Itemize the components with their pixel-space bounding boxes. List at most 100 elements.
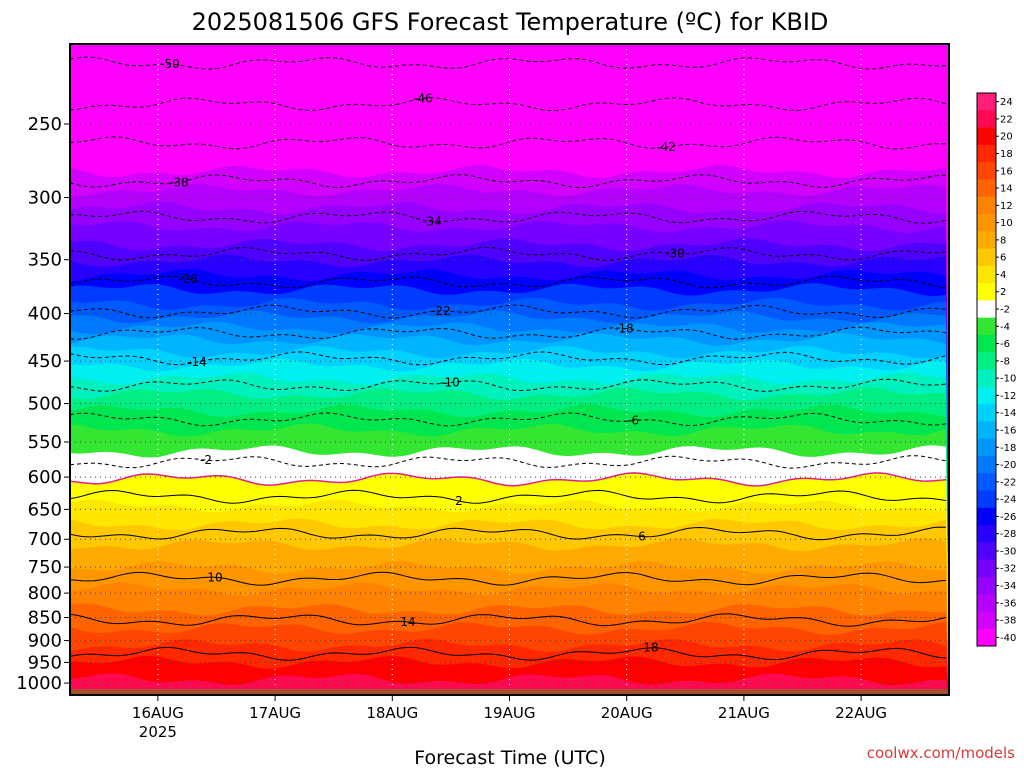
isotherm-line (70, 351, 947, 366)
y-tick-label: 1000 (16, 673, 62, 694)
colorbar-label: -4 (1000, 322, 1010, 333)
isotherm-label: 18 (643, 641, 658, 655)
isotherm-line (70, 97, 947, 112)
y-tick-label: 650 (28, 499, 62, 520)
colorbar-label: -32 (1000, 564, 1016, 575)
colorbar-swatch (977, 421, 996, 440)
y-tick-label: 450 (28, 351, 62, 372)
colorbar-label: 16 (1000, 166, 1013, 177)
colorbar-label: 6 (1000, 253, 1006, 264)
colorbar-swatch (977, 525, 996, 543)
colorbar-label: -2 (1000, 305, 1010, 316)
isotherm-line (70, 646, 947, 661)
isotherm-line (70, 613, 947, 627)
freezing-line (70, 472, 947, 487)
colorbar-swatch (977, 162, 996, 180)
y-tick-label: 800 (28, 583, 62, 604)
colorbar-label: 10 (1000, 218, 1013, 229)
isotherm-label: -22 (431, 304, 451, 318)
chart-title: 2025081506 GFS Forecast Temperature (ºC)… (192, 8, 829, 36)
isotherm-label: -38 (169, 175, 189, 189)
y-tick-label: 850 (28, 608, 62, 629)
colorbar-label: -36 (1000, 598, 1016, 609)
y-axis: 2503003504004505005506006507007508008509… (16, 114, 70, 694)
colorbar-swatch (977, 473, 996, 491)
colorbar-swatch (977, 110, 996, 129)
y-tick-label: 700 (28, 529, 62, 550)
colorbar-label: -12 (1000, 391, 1016, 402)
colorbar-label: -34 (1000, 581, 1016, 592)
isotherm-line (70, 247, 947, 261)
temperature-bands (70, 44, 949, 695)
colorbar-swatch (977, 542, 996, 561)
isotherm-label: -14 (187, 355, 207, 369)
isotherm-label: -26 (178, 272, 198, 286)
colorbar-label: -28 (1000, 529, 1016, 540)
colorbar-swatch (977, 265, 996, 284)
colorbar-swatch (977, 179, 996, 198)
colorbar-swatch (977, 231, 996, 250)
isotherm-label: -18 (614, 321, 634, 335)
colorbar-frame (976, 92, 997, 647)
colorbar-swatch (977, 628, 996, 647)
colorbar-swatch (977, 438, 996, 457)
colorbar-swatch (977, 404, 996, 422)
isotherm-label: -42 (656, 140, 676, 154)
isotherm-line (70, 304, 947, 319)
x-tick-label: 21AUG (718, 704, 770, 722)
y-tick-label: 750 (28, 557, 62, 578)
colorbar-swatch (977, 576, 996, 595)
isotherm-line (70, 174, 947, 189)
colorbar-label: -6 (1000, 339, 1010, 350)
ground-surface (70, 689, 949, 695)
isotherm-label: 2 (455, 494, 463, 508)
colorbar-swatch (977, 490, 996, 509)
colorbar-swatch (977, 369, 996, 388)
y-tick-label: 350 (28, 250, 62, 271)
colorbar-swatch (977, 248, 996, 267)
colorbar-swatch (977, 144, 996, 163)
colorbar-swatch (977, 455, 996, 474)
colorbar-label: -30 (1000, 546, 1016, 557)
colorbar-swatch (977, 317, 996, 336)
isotherm-line (70, 412, 947, 427)
isotherm-line (70, 56, 947, 70)
isotherm-line (70, 455, 947, 469)
colorbar-swatch (977, 93, 996, 111)
grid-lines (70, 44, 949, 695)
x-tick-sublabel: 2025 (139, 723, 177, 741)
colorbar-label: -8 (1000, 356, 1010, 367)
colorbar-legend: 24 22 20 18 16 14 12 10 8 6 4 2 -2 -4 -6 -8 -10 -12 -14 -16… (976, 92, 1016, 647)
y-tick-label: 550 (28, 432, 62, 453)
colorbar-label: 22 (1000, 114, 1013, 125)
y-tick-label: 900 (28, 631, 62, 652)
isotherm-label: -6 (627, 414, 639, 428)
colorbar-label: 14 (1000, 184, 1013, 195)
isotherm-line (70, 378, 947, 392)
x-tick-label: 17AUG (249, 704, 301, 722)
isotherm-label: -10 (440, 376, 460, 390)
colorbar-swatch (977, 300, 996, 319)
isotherm-line (70, 210, 947, 224)
colorbar-label: -18 (1000, 443, 1016, 454)
x-tick-label: 22AUG (835, 704, 887, 722)
isotherm-line (70, 526, 947, 541)
colorbar-label: -38 (1000, 616, 1016, 627)
colorbar-swatch (977, 283, 996, 301)
colorbar-label: -20 (1000, 460, 1016, 471)
x-tick-label: 18AUG (366, 704, 418, 722)
isotherm-label: 10 (207, 570, 222, 584)
colorbar-swatch (977, 611, 996, 630)
isotherm-line (70, 136, 947, 150)
colorbar-label: -24 (1000, 495, 1016, 506)
colorbar-swatch (977, 559, 996, 578)
isotherm-line (70, 275, 947, 289)
colorbar-label: -16 (1000, 425, 1016, 436)
isotherm-label: -2 (200, 453, 212, 467)
colorbar-swatch (977, 507, 996, 526)
isotherm-line (70, 489, 947, 504)
colorbar-label: 18 (1000, 149, 1013, 160)
colorbar-label: 4 (1000, 270, 1006, 281)
isotherm-label: -34 (422, 214, 442, 228)
colorbar-label: -40 (1000, 633, 1016, 644)
